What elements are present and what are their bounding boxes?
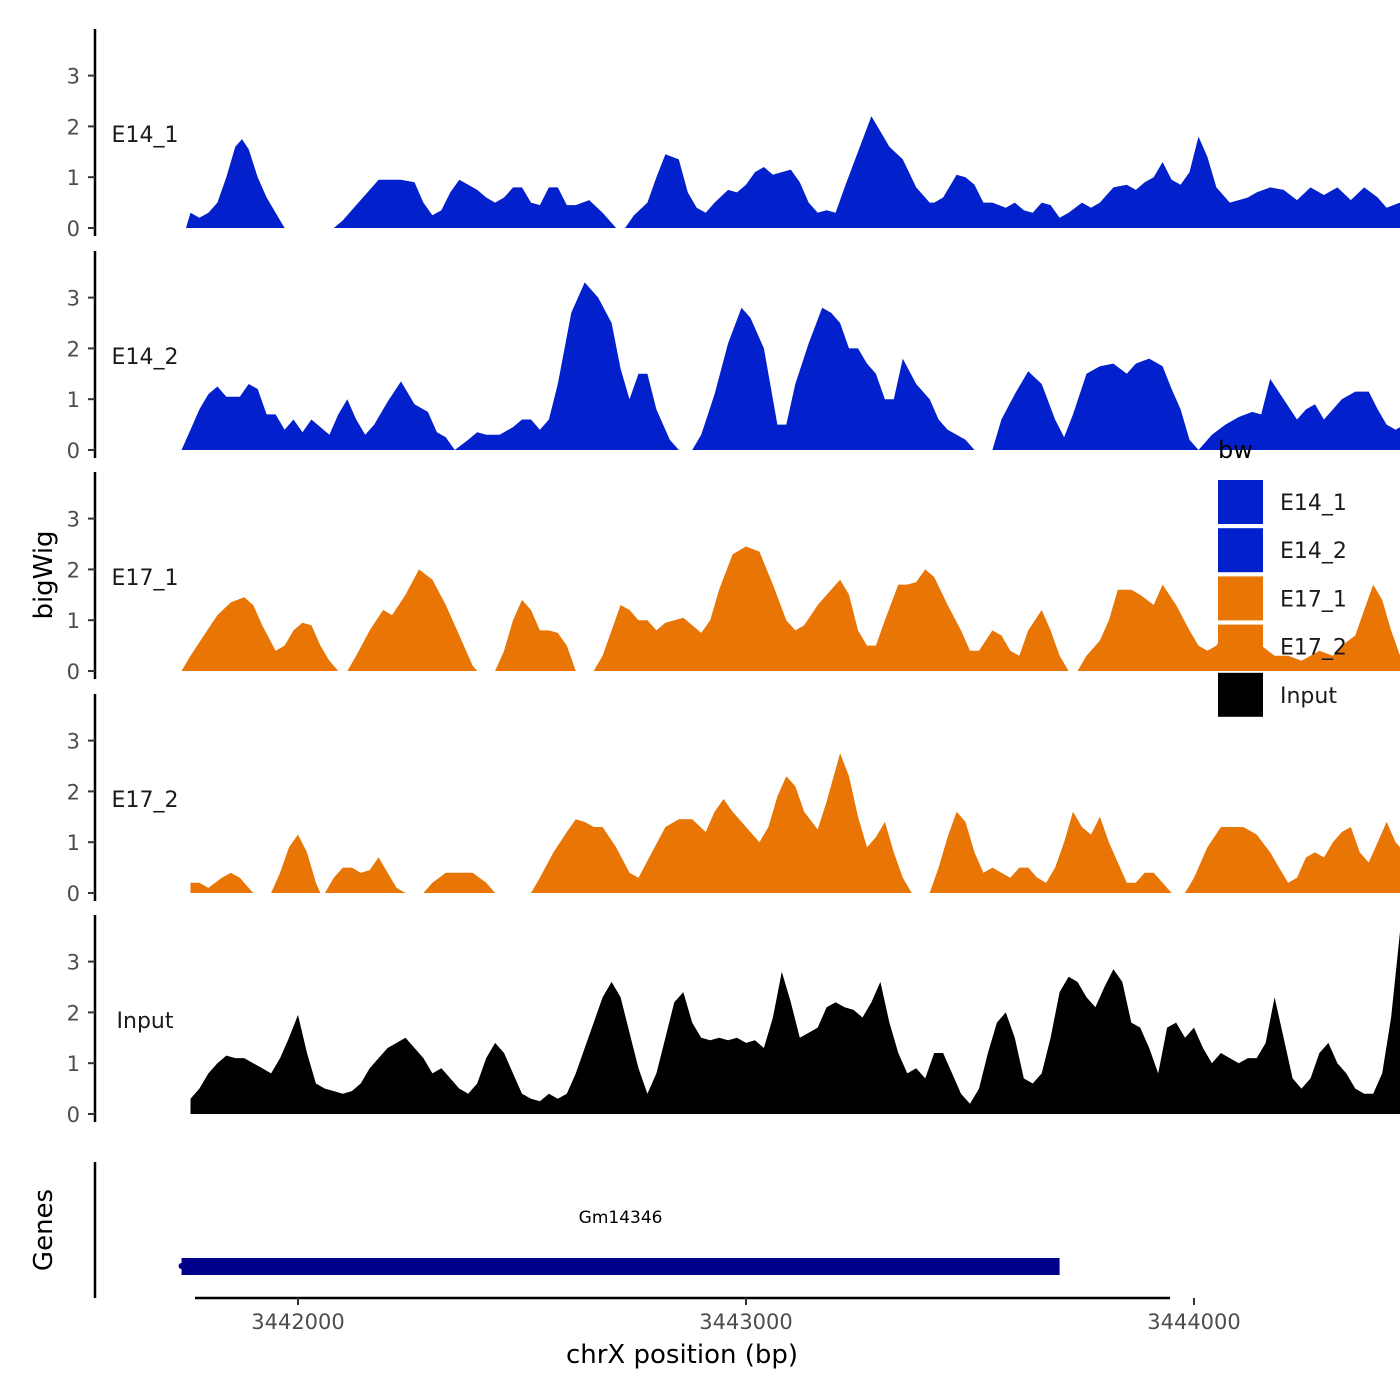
gene-marks: Gm14346 bbox=[178, 1208, 1060, 1275]
legend-swatch bbox=[1218, 480, 1263, 524]
legend-swatch bbox=[1218, 672, 1263, 717]
coverage-area bbox=[333, 179, 617, 228]
legend: bw E14_1 E14_2 E17_1 E17_2 Input bbox=[1218, 436, 1347, 717]
coverage-area bbox=[181, 282, 679, 450]
y-tick-label: 2 bbox=[67, 337, 80, 361]
gene-body bbox=[181, 1258, 1060, 1275]
coverage-area bbox=[593, 546, 1069, 671]
track-E17_1: 0 1 2 3 E17_1 bbox=[67, 471, 1400, 684]
coverage-area bbox=[531, 753, 912, 893]
y-tick-label: 3 bbox=[67, 65, 80, 89]
coverage-area bbox=[992, 358, 1400, 450]
y-tick-label: 0 bbox=[67, 882, 80, 906]
coverage-area bbox=[181, 597, 339, 671]
legend-swatch bbox=[1218, 576, 1263, 621]
x-tick-label: 3444000 bbox=[1147, 1310, 1241, 1334]
y-tick-label: 0 bbox=[67, 1103, 80, 1127]
legend-label: E14_2 bbox=[1280, 539, 1347, 564]
legend-item: E14_2 bbox=[1218, 528, 1347, 573]
y-tick-label: 2 bbox=[67, 558, 80, 582]
legend-swatch bbox=[1218, 624, 1263, 669]
y-tick-label: 1 bbox=[67, 831, 80, 855]
y-tick-label: 1 bbox=[67, 388, 80, 412]
coverage-area bbox=[495, 599, 576, 671]
y-tick-label: 1 bbox=[67, 1052, 80, 1076]
x-ticks: 3442000344300034440003445000 bbox=[251, 1298, 1241, 1334]
track-label: E14_1 bbox=[112, 123, 179, 148]
y-axis-title: bigWig bbox=[29, 530, 59, 619]
track-E17_2: 0 1 2 3 E17_2 bbox=[67, 693, 1400, 906]
coverage-area bbox=[271, 834, 321, 893]
y-tick-label: 3 bbox=[67, 287, 80, 311]
legend-swatch bbox=[1218, 528, 1263, 573]
coverage-area bbox=[324, 857, 406, 893]
coverage-area bbox=[625, 116, 1400, 228]
y-tick-label: 0 bbox=[67, 660, 80, 684]
track-Input: 0 1 2 3 Input bbox=[67, 914, 1400, 1127]
x-axis: 3442000344300034440003445000 chrX positi… bbox=[195, 1296, 1241, 1370]
coverage-area bbox=[1185, 821, 1400, 893]
track-E14_1: 0 1 2 3 E14_1 bbox=[67, 28, 1400, 241]
gene-start-marker bbox=[178, 1263, 185, 1269]
legend-item: E14_1 bbox=[1218, 480, 1347, 524]
legend-label: E14_1 bbox=[1280, 491, 1347, 516]
coverage-area bbox=[190, 932, 1400, 1114]
gene-panel: Genes Gm14346 bbox=[29, 1162, 1060, 1298]
coverage-area bbox=[692, 307, 975, 450]
legend-item: E17_2 bbox=[1218, 624, 1347, 669]
y-tick-label: 2 bbox=[67, 115, 80, 139]
track-label: Input bbox=[117, 1009, 174, 1034]
y-tick-label: 3 bbox=[67, 730, 80, 754]
coverage-area bbox=[1077, 584, 1400, 671]
x-axis-title: chrX position (bp) bbox=[566, 1340, 798, 1370]
coverage-area bbox=[423, 872, 496, 893]
track-label: E14_2 bbox=[112, 345, 179, 370]
y-tick-label: 0 bbox=[67, 217, 80, 241]
legend-label: E17_1 bbox=[1280, 587, 1347, 612]
x-tick-label: 3442000 bbox=[251, 1310, 345, 1334]
coverage-area bbox=[929, 811, 1172, 893]
legend-label: Input bbox=[1280, 684, 1337, 709]
legend-label: E17_2 bbox=[1280, 636, 1347, 661]
legend-title: bw bbox=[1218, 436, 1253, 464]
y-tick-label: 1 bbox=[67, 166, 80, 190]
tracks-group: 0 1 2 3 E14_1 0 1 2 3 E14_2 0 1 2 3 E17_1 0 1 2 3 E17_2 0 1 2 3… bbox=[67, 28, 1400, 1127]
coverage-area bbox=[190, 872, 254, 893]
y-tick-label: 0 bbox=[67, 439, 80, 463]
coverage-area bbox=[347, 569, 478, 671]
y-tick-label: 3 bbox=[67, 951, 80, 975]
y-tick-label: 3 bbox=[67, 508, 80, 532]
y-tick-label: 2 bbox=[67, 1001, 80, 1025]
legend-items: E14_1 E14_2 E17_1 E17_2 Input bbox=[1218, 480, 1347, 717]
y-tick-label: 1 bbox=[67, 609, 80, 633]
genes-axis-label: Genes bbox=[29, 1189, 59, 1271]
gene-label: Gm14346 bbox=[579, 1208, 663, 1228]
track-E14_2: 0 1 2 3 E14_2 bbox=[67, 250, 1400, 463]
x-tick-label: 3443000 bbox=[699, 1310, 793, 1334]
y-tick-label: 2 bbox=[67, 780, 80, 804]
track-label: E17_1 bbox=[112, 566, 179, 591]
legend-item: Input bbox=[1218, 672, 1337, 717]
legend-item: E17_1 bbox=[1218, 576, 1347, 621]
track-label: E17_2 bbox=[112, 788, 179, 813]
coverage-area bbox=[186, 139, 285, 228]
